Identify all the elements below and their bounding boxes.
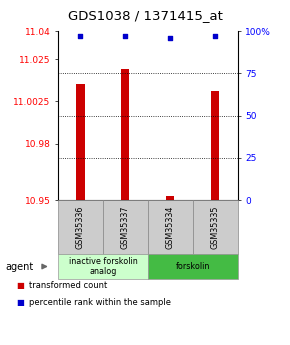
Text: transformed count: transformed count [29, 281, 107, 290]
Bar [166, 196, 174, 200]
Text: forskolin: forskolin [176, 262, 210, 271]
Point [213, 33, 218, 39]
Text: ■: ■ [16, 281, 24, 290]
Text: GSM35335: GSM35335 [211, 205, 220, 249]
Bar [211, 91, 219, 200]
Point [78, 33, 83, 39]
Text: GSM35336: GSM35336 [76, 205, 85, 248]
Text: percentile rank within the sample: percentile rank within the sample [29, 298, 171, 307]
Text: ■: ■ [16, 298, 24, 307]
Point [168, 35, 173, 41]
Text: GDS1038 / 1371415_at: GDS1038 / 1371415_at [68, 9, 222, 22]
Text: GSM35337: GSM35337 [121, 205, 130, 249]
Text: GSM35334: GSM35334 [166, 205, 175, 248]
Text: agent: agent [6, 262, 34, 272]
Bar [122, 69, 129, 200]
Text: inactive forskolin
analog: inactive forskolin analog [68, 257, 137, 276]
Bar [77, 83, 84, 200]
Point [123, 33, 128, 39]
